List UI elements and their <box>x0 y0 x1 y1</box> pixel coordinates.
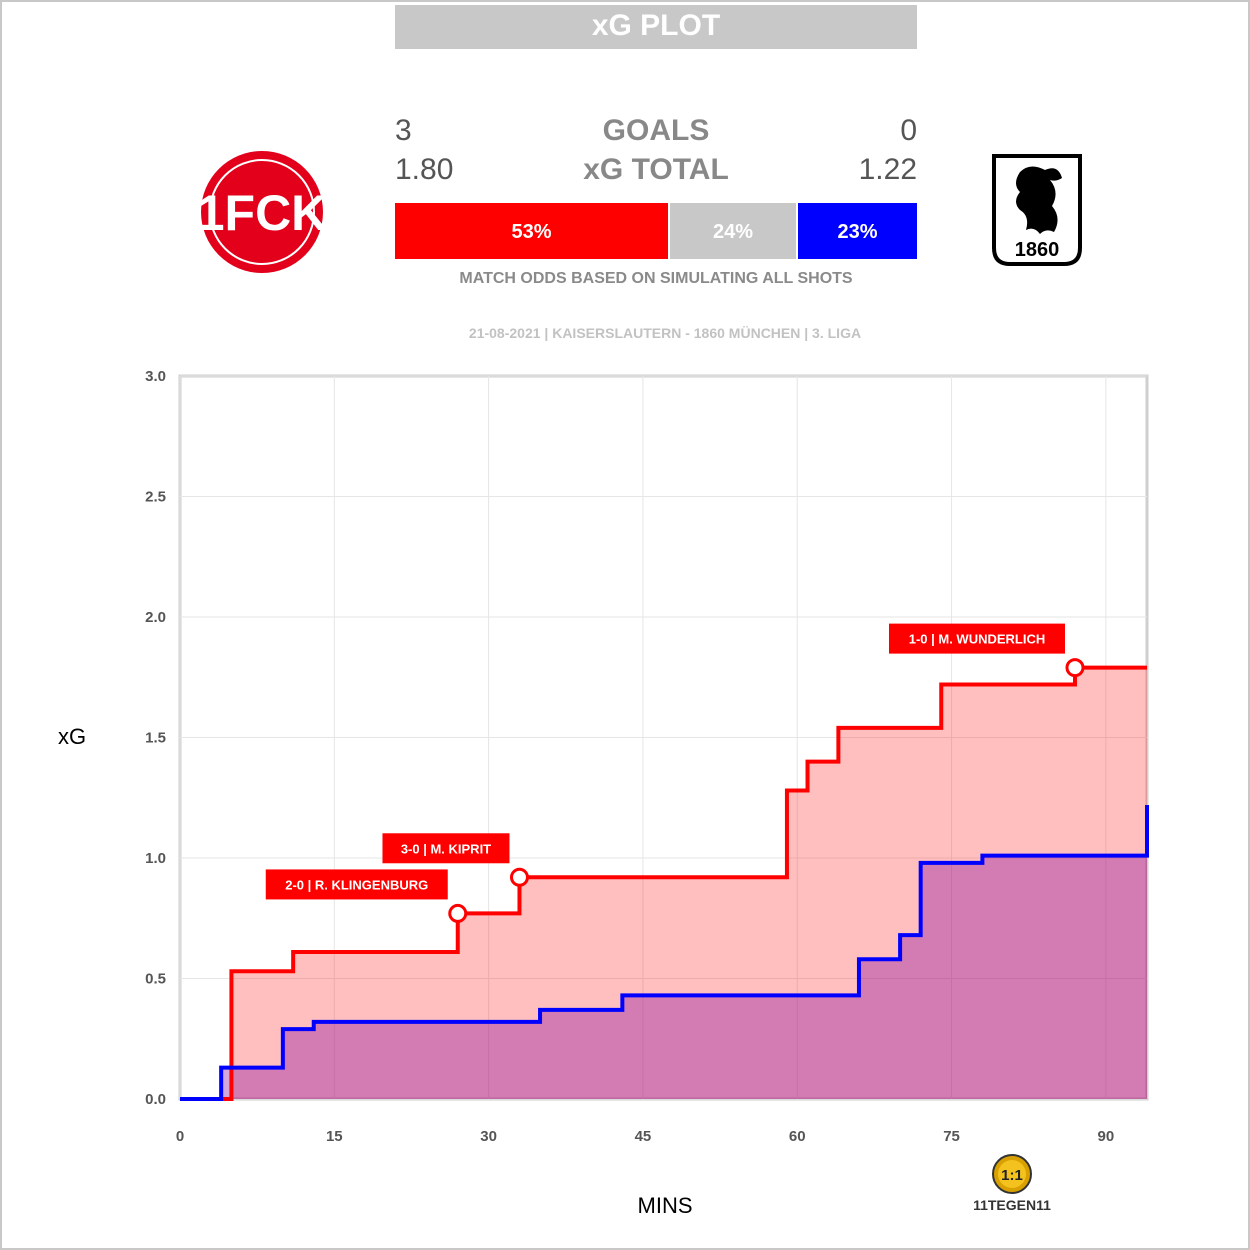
xg-total-row: 1.80 xG TOTAL 1.22 <box>395 153 917 193</box>
chart-grid <box>178 374 1149 1101</box>
home-xg-total: 1.80 <box>395 153 454 186</box>
x-tick-label: 15 <box>326 1128 343 1145</box>
series-area <box>180 667 1147 1099</box>
x-tick-label: 60 <box>789 1128 806 1145</box>
x-tick-label: 30 <box>480 1128 497 1145</box>
match-info: 21-08-2021 | KAISERSLAUTERN - 1860 MÜNCH… <box>468 325 862 341</box>
chart-areas <box>180 667 1147 1099</box>
goals-label: GOALS <box>602 114 710 147</box>
odds-note: MATCH ODDS BASED ON SIMULATING ALL SHOTS <box>459 270 853 287</box>
away-win-odds: 23% <box>798 203 917 259</box>
chart-lines <box>180 665 1149 1101</box>
home-win-odds: 53% <box>395 203 668 259</box>
goal-label-box <box>265 869 448 900</box>
chart-annotations: 2-0 | R. KLINGENBURG 3-0 | M. KIPRIT 1-0 |… <box>265 623 1085 923</box>
goal-label: 3-0 | M. KIPRIT <box>401 841 491 856</box>
x-tick-label: 45 <box>635 1128 652 1145</box>
y-tick-label: 3.0 <box>145 368 166 385</box>
draw-odds: 24% <box>670 203 796 259</box>
goal-label-box <box>382 833 510 864</box>
goal-label: 1-0 | M. WUNDERLICH <box>909 632 1046 647</box>
xg-total-label: xG TOTAL <box>583 153 729 186</box>
x-tick-label: 90 <box>1098 1128 1115 1145</box>
goals-row: 3 GOALS 0 <box>395 114 917 154</box>
y-tick-label: 1.5 <box>145 730 166 747</box>
y-tick-label: 1.0 <box>145 850 166 867</box>
brand-logo: 1:1 11TEGEN11 <box>973 1154 1051 1213</box>
away-logo-text: 1860 <box>1015 239 1060 261</box>
chart-title: xG PLOT <box>395 5 917 49</box>
y-tick-label: 2.0 <box>145 609 166 626</box>
home-team-logo: 1FCK <box>200 151 324 273</box>
brand-name: 11TEGEN11 <box>973 1197 1051 1213</box>
y-axis-label: xG <box>58 724 87 749</box>
series-area <box>180 804 1147 1099</box>
away-xg-total: 1.22 <box>858 153 917 186</box>
away-goals: 0 <box>900 114 917 147</box>
goal-marker <box>509 867 529 887</box>
away-team-logo: 1860 <box>992 154 1082 266</box>
goal-label: 2-0 | R. KLINGENBURG <box>285 877 428 892</box>
x-tick-label: 75 <box>943 1128 960 1145</box>
brand-logo-mark: 1:1 <box>1001 1167 1023 1184</box>
series-line <box>180 665 1147 1101</box>
home-logo-text: 1FCK <box>200 185 324 241</box>
y-tick-label: 2.5 <box>145 489 166 506</box>
home-goals: 3 <box>395 114 412 147</box>
goal-marker <box>1065 658 1085 678</box>
x-tick-label: 0 <box>176 1128 184 1145</box>
goal-marker <box>448 903 468 923</box>
series-line <box>180 804 1149 1101</box>
y-tick-label: 0.5 <box>145 971 166 988</box>
y-tick-label: 0.0 <box>145 1091 166 1108</box>
goal-label-box <box>888 623 1065 654</box>
x-axis-label: MINS <box>637 1193 693 1218</box>
chart-ticks: 0.0 0.5 1.0 1.5 2.0 2.5 3.0 0 15 30 45 60 75 90 <box>145 368 1114 1145</box>
